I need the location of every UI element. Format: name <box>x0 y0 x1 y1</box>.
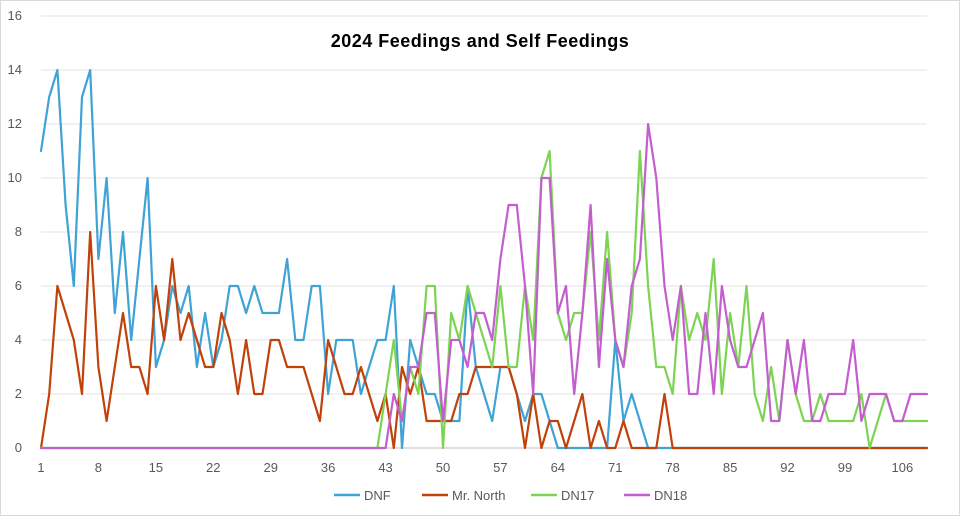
x-tick-label: 22 <box>206 460 220 475</box>
x-tick-label: 36 <box>321 460 335 475</box>
x-tick-label: 57 <box>493 460 507 475</box>
y-axis-ticks: 0 2 4 6 8 10 12 14 16 <box>8 8 22 455</box>
y-tick-label: 8 <box>15 224 22 239</box>
x-tick-label: 92 <box>780 460 794 475</box>
legend: DNF Mr. North DN17 DN18 <box>334 488 687 503</box>
series-lines <box>39 68 929 450</box>
x-axis-ticks: 1 8 15 22 29 36 43 50 57 64 71 78 85 92 99 106 <box>37 460 913 475</box>
x-tick-label: 50 <box>436 460 450 475</box>
y-tick-label: 4 <box>15 332 22 347</box>
x-tick-label: 15 <box>149 460 163 475</box>
x-tick-label: 71 <box>608 460 622 475</box>
y-tick-label: 14 <box>8 62 22 77</box>
legend-label: DN18 <box>654 488 687 503</box>
x-tick-label: 64 <box>551 460 565 475</box>
legend-label: DN17 <box>561 488 594 503</box>
y-tick-label: 10 <box>8 170 22 185</box>
x-tick-label: 85 <box>723 460 737 475</box>
y-tick-label: 6 <box>15 278 22 293</box>
x-tick-label: 29 <box>263 460 277 475</box>
x-tick-label: 106 <box>892 460 914 475</box>
chart-title: 2024 Feedings and Self Feedings <box>331 31 630 51</box>
x-tick-label: 8 <box>95 460 102 475</box>
y-tick-label: 0 <box>15 440 22 455</box>
y-tick-label: 2 <box>15 386 22 401</box>
x-tick-label: 1 <box>37 460 44 475</box>
series-line-3 <box>39 122 929 450</box>
series-line-1 <box>39 230 929 450</box>
x-tick-label: 99 <box>838 460 852 475</box>
x-tick-label: 78 <box>665 460 679 475</box>
legend-label: Mr. North <box>452 488 505 503</box>
legend-label: DNF <box>364 488 391 503</box>
y-tick-label: 12 <box>8 116 22 131</box>
y-tick-label: 16 <box>8 8 22 23</box>
x-tick-label: 43 <box>378 460 392 475</box>
